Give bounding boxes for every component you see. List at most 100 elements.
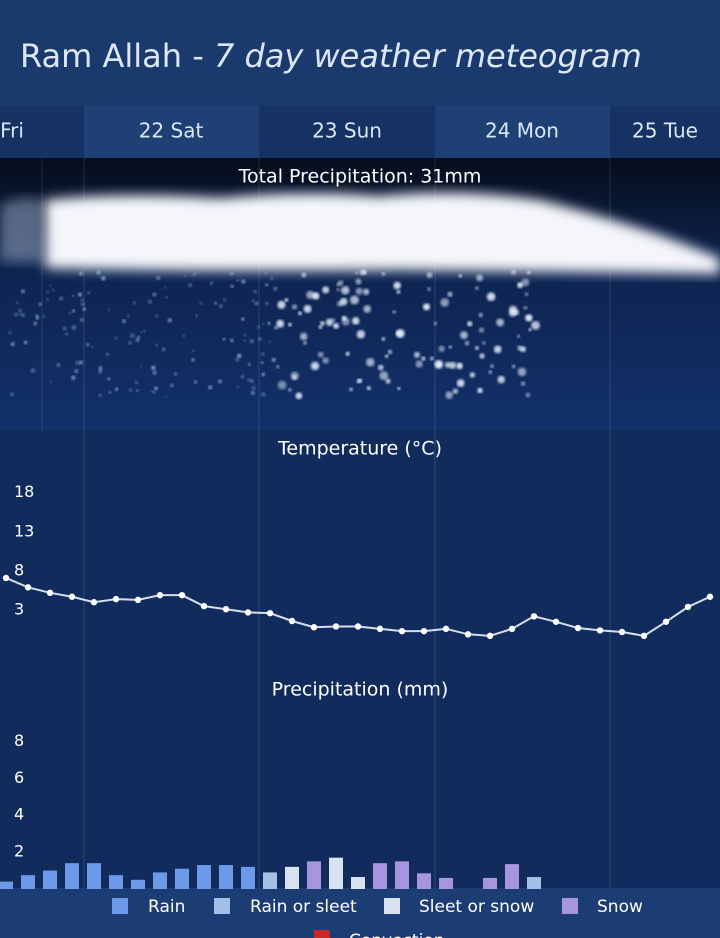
flake xyxy=(274,325,279,330)
flake xyxy=(261,372,265,377)
flake xyxy=(448,345,452,349)
flake xyxy=(243,339,246,342)
legend-label: Rain xyxy=(148,897,185,917)
y-tick-label: 8 xyxy=(14,731,24,750)
temperature-point xyxy=(178,591,186,599)
legend-swatch xyxy=(214,898,230,914)
flake xyxy=(129,388,132,392)
precip-bar xyxy=(0,881,13,889)
flake xyxy=(78,292,82,297)
flake xyxy=(271,357,276,362)
temperature-point xyxy=(706,593,714,600)
flake xyxy=(268,340,272,344)
temperature-point xyxy=(112,595,120,603)
flake xyxy=(127,314,130,318)
precip-bar xyxy=(417,873,431,889)
flake xyxy=(136,389,139,392)
flake xyxy=(108,391,112,394)
flake xyxy=(46,291,49,294)
flake xyxy=(516,334,521,338)
precip-bar xyxy=(439,877,453,889)
temperature-point xyxy=(156,591,164,599)
flake xyxy=(341,286,350,295)
flake xyxy=(241,375,245,379)
day-label: 25 Tue xyxy=(632,119,698,143)
flake xyxy=(139,365,142,368)
flake xyxy=(527,270,531,275)
flake xyxy=(525,314,533,322)
flake xyxy=(184,274,187,277)
flake xyxy=(253,289,257,294)
flake xyxy=(188,283,192,287)
precip-bar xyxy=(87,863,101,889)
precip-bar xyxy=(21,875,35,889)
temperature-point xyxy=(354,623,362,630)
flake xyxy=(130,333,135,338)
precip-bar xyxy=(153,872,167,889)
flake xyxy=(262,322,265,325)
flake xyxy=(312,292,320,300)
temperature-point xyxy=(530,613,538,620)
temperature-point xyxy=(134,596,142,604)
flake xyxy=(350,295,359,305)
flake xyxy=(19,313,22,316)
flake xyxy=(257,325,261,329)
flake xyxy=(154,314,158,318)
flake xyxy=(295,392,303,400)
flake xyxy=(475,286,479,290)
flake xyxy=(209,281,214,285)
flake xyxy=(456,362,463,370)
flake xyxy=(366,386,371,391)
flake xyxy=(322,286,330,294)
flake xyxy=(87,291,91,295)
flake xyxy=(479,353,485,359)
flake xyxy=(223,298,227,302)
flake xyxy=(250,390,256,395)
flake xyxy=(284,298,289,302)
precip-bar xyxy=(219,865,233,889)
flake xyxy=(38,302,42,306)
legend-label: Sleet or snow xyxy=(419,897,534,917)
flake xyxy=(128,340,132,345)
flake xyxy=(79,360,83,365)
flake xyxy=(341,317,350,326)
flake xyxy=(114,336,118,340)
flake xyxy=(156,275,161,280)
legend-swatch xyxy=(384,898,400,914)
flake xyxy=(136,335,141,339)
flake xyxy=(35,314,39,318)
temperature-point xyxy=(420,627,428,635)
flake xyxy=(452,388,459,394)
flake xyxy=(528,328,532,332)
flake xyxy=(277,300,286,309)
flake xyxy=(132,301,136,305)
flake xyxy=(511,269,516,275)
flake xyxy=(182,334,185,337)
flake xyxy=(49,381,52,384)
flake xyxy=(261,352,265,356)
flake xyxy=(392,310,396,314)
flake xyxy=(8,331,12,335)
flake xyxy=(517,367,527,377)
precip-bar xyxy=(483,877,497,889)
flake xyxy=(241,317,245,321)
temperature-point xyxy=(222,606,230,613)
day-cell xyxy=(84,106,259,158)
day-label: 24 Mon xyxy=(485,119,559,143)
flake xyxy=(339,297,348,306)
precip-bar xyxy=(65,863,79,889)
cloud-edge xyxy=(0,198,42,262)
y-tick-label: 2 xyxy=(14,842,24,861)
flake xyxy=(59,296,64,301)
flake xyxy=(477,387,483,394)
legend-label: Rain or sleet xyxy=(250,897,357,917)
flake xyxy=(521,278,530,287)
temperature-point xyxy=(68,593,76,600)
flake xyxy=(230,271,234,276)
precip-bar xyxy=(109,875,123,889)
flake xyxy=(464,340,470,346)
flake xyxy=(288,388,292,392)
temperature-point xyxy=(266,609,274,617)
flake xyxy=(276,319,285,328)
